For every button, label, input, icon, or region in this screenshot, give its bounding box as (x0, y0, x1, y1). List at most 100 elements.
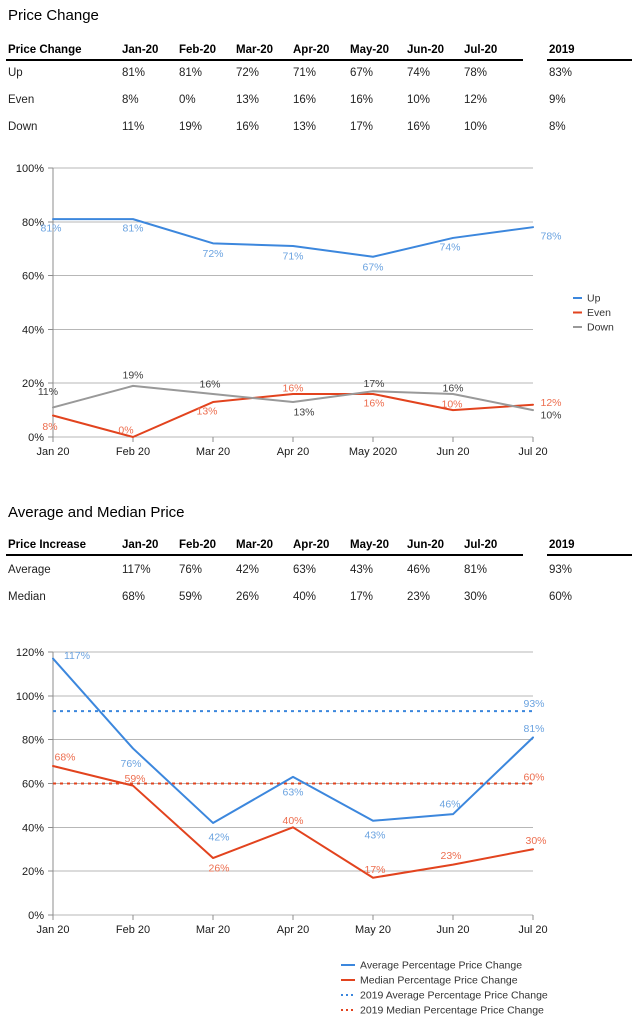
svg-text:78%: 78% (540, 231, 561, 243)
table-cell: 63% (293, 564, 317, 576)
svg-text:100%: 100% (16, 691, 44, 703)
svg-text:40%: 40% (22, 324, 44, 336)
table-header-cell: Jan-20 (122, 539, 159, 551)
table-cell: 59% (179, 591, 203, 603)
svg-text:68%: 68% (54, 751, 75, 763)
average-median-title: Average and Median Price (8, 504, 185, 521)
table-cell: 40% (293, 591, 317, 603)
table-cell: 13% (293, 121, 317, 133)
table-header-cell: Price Increase (8, 539, 87, 551)
table-row-label: Even (8, 94, 35, 106)
table-header-cell: Price Change (8, 44, 82, 56)
table-header-rule (547, 554, 632, 556)
table-header-cell: Jan-20 (122, 44, 159, 56)
svg-text:Average Percentage Price Chang: Average Percentage Price Change (360, 960, 522, 972)
svg-text:74%: 74% (439, 241, 460, 253)
table-header-rule (6, 59, 523, 61)
svg-text:16%: 16% (363, 397, 384, 409)
table-cell: 8% (549, 121, 566, 133)
table-cell: 72% (236, 67, 260, 79)
table-cell: 12% (464, 94, 488, 106)
price-increase-table: Price Increase Jan-20 Feb-20 Mar-20 Apr-20 Ma… (0, 535, 640, 610)
table-header-rule (547, 59, 632, 61)
table-cell: 117% (122, 564, 151, 576)
svg-text:80%: 80% (22, 735, 44, 747)
table-cell: 10% (464, 121, 488, 133)
table-row-label: Down (8, 121, 38, 133)
svg-text:Jun 20: Jun 20 (436, 446, 469, 458)
svg-text:80%: 80% (22, 217, 44, 229)
svg-text:Up: Up (587, 293, 601, 305)
svg-text:Jul 20: Jul 20 (518, 924, 547, 936)
svg-text:17%: 17% (363, 378, 384, 390)
svg-text:Jul 20: Jul 20 (518, 446, 547, 458)
svg-text:117%: 117% (64, 650, 90, 662)
table-cell: 81% (464, 564, 488, 576)
table-cell: 43% (350, 564, 374, 576)
svg-text:17%: 17% (364, 864, 385, 876)
svg-text:19%: 19% (122, 369, 143, 381)
svg-text:Mar 20: Mar 20 (196, 446, 230, 458)
table-cell: 68% (122, 591, 146, 603)
svg-text:59%: 59% (124, 773, 145, 785)
svg-text:May 2020: May 2020 (349, 446, 397, 458)
table-header-cell: Jun-20 (407, 539, 445, 551)
table-cell: 23% (407, 591, 431, 603)
table-cell: 19% (179, 121, 203, 133)
table-cell: 67% (350, 67, 374, 79)
table-cell: 10% (407, 94, 431, 106)
svg-text:71%: 71% (282, 251, 303, 263)
svg-text:Jan 20: Jan 20 (36, 446, 69, 458)
svg-text:Jun 20: Jun 20 (436, 924, 469, 936)
svg-text:63%: 63% (282, 786, 303, 798)
table-header-cell: 2019 (549, 539, 575, 551)
table-cell: 9% (549, 94, 566, 106)
svg-text:42%: 42% (208, 831, 229, 843)
svg-text:Down: Down (587, 322, 614, 334)
svg-text:67%: 67% (362, 261, 383, 273)
table-cell: 16% (236, 121, 260, 133)
svg-text:12%: 12% (540, 397, 561, 409)
price-change-title: Price Change (8, 7, 99, 24)
svg-text:Even: Even (587, 307, 611, 319)
svg-text:60%: 60% (22, 271, 44, 283)
svg-text:93%: 93% (523, 698, 544, 710)
svg-text:Apr 20: Apr 20 (277, 924, 309, 936)
table-cell: 76% (179, 564, 203, 576)
table-header-cell: Apr-20 (293, 539, 330, 551)
table-header-cell: May-20 (350, 44, 389, 56)
svg-text:30%: 30% (525, 835, 546, 847)
table-row-label: Up (8, 67, 23, 79)
svg-text:Feb 20: Feb 20 (116, 924, 150, 936)
table-header-cell: May-20 (350, 539, 389, 551)
table-cell: 81% (122, 67, 146, 79)
svg-text:Jan 20: Jan 20 (36, 924, 69, 936)
svg-text:43%: 43% (364, 829, 385, 841)
svg-text:2019 Average Percentage Price: 2019 Average Percentage Price Change (360, 990, 548, 1002)
table-header-cell: Feb-20 (179, 44, 217, 56)
table-header-cell: 2019 (549, 44, 575, 56)
svg-text:13%: 13% (196, 406, 217, 418)
svg-text:81%: 81% (122, 223, 143, 235)
svg-text:8%: 8% (42, 421, 57, 433)
table-cell: 74% (407, 67, 431, 79)
svg-text:Feb 20: Feb 20 (116, 446, 150, 458)
table-cell: 42% (236, 564, 260, 576)
table-cell: 60% (549, 591, 573, 603)
svg-text:13%: 13% (293, 407, 314, 419)
svg-text:Apr 20: Apr 20 (277, 446, 309, 458)
svg-text:20%: 20% (22, 866, 44, 878)
svg-text:76%: 76% (120, 758, 141, 770)
table-header-cell: Feb-20 (179, 539, 217, 551)
table-cell: 83% (549, 67, 573, 79)
svg-text:Mar 20: Mar 20 (196, 924, 230, 936)
svg-text:16%: 16% (282, 382, 303, 394)
svg-text:0%: 0% (28, 910, 44, 922)
table-cell: 16% (350, 94, 374, 106)
svg-text:0%: 0% (28, 432, 44, 444)
svg-text:0%: 0% (118, 425, 133, 437)
price-change-chart: 0% 20% 40% 60% 80% 100% Jan 20 Feb 20 Mar 20 Apr … (16, 163, 614, 458)
table-cell: 0% (179, 94, 196, 106)
table-header-cell: Mar-20 (236, 539, 274, 551)
